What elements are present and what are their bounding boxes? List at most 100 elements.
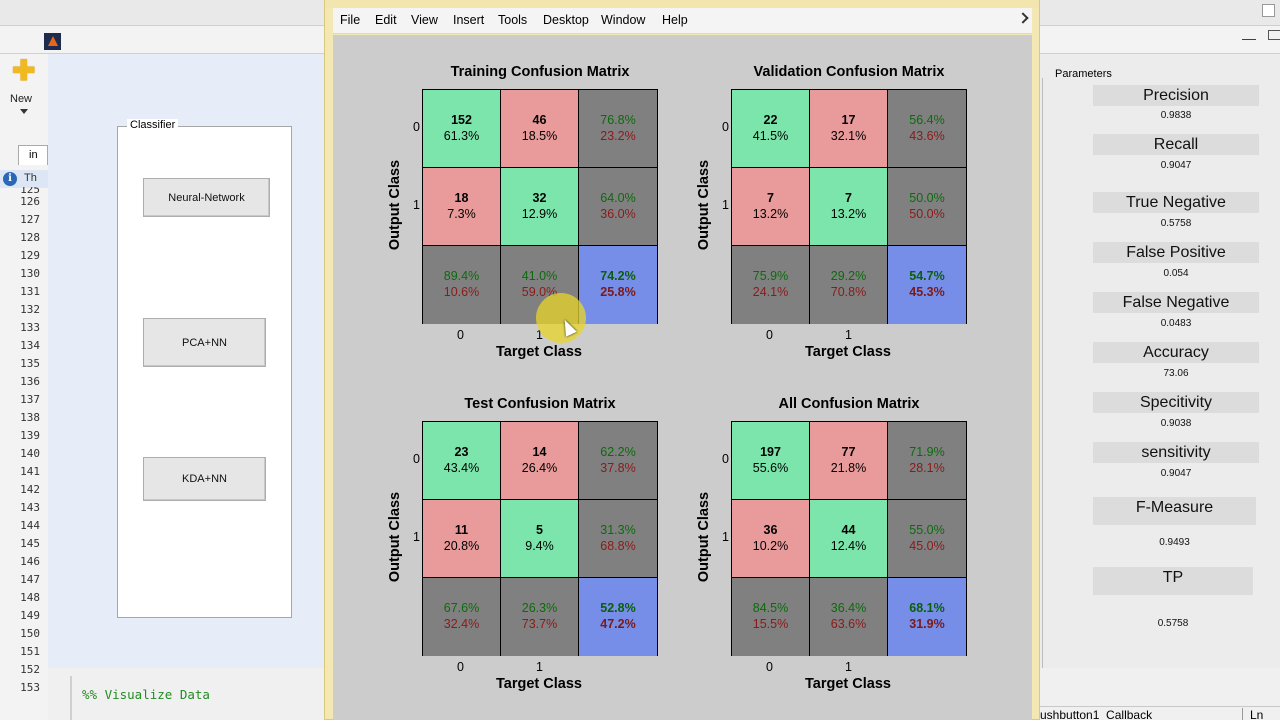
menu-view[interactable]: View (411, 13, 438, 27)
new-button[interactable]: ✚ New (4, 55, 40, 120)
cell-secondary-value: 45.3% (909, 285, 945, 299)
x-tick-label: 0 (766, 328, 773, 342)
line-number: 150 (20, 627, 40, 640)
cell-secondary-value: 13.2% (752, 207, 789, 221)
cell-secondary-value: 18.5% (521, 129, 558, 143)
y-axis-label: Output Class (387, 491, 403, 583)
line-number: 134 (20, 339, 40, 352)
new-label: New (10, 93, 33, 105)
all-confusion-matrix: 197 55.6% 77 21.8% 71.9% 28.1% 36 10.2% 44 12.4% 5… (731, 421, 967, 656)
line-number: 141 (20, 465, 40, 478)
y-tick-label: 1 (722, 198, 729, 212)
line-number: 133 (20, 321, 40, 334)
cell-primary-value: 84.5% (752, 601, 789, 615)
cell-primary-value: 36.4% (830, 601, 867, 615)
x-tick-label: 1 (845, 660, 852, 674)
cell-primary-value: 11 (454, 523, 469, 537)
cell-secondary-value: 45.0% (909, 539, 945, 553)
matrix-cell: 29.2% 70.8% (810, 246, 888, 324)
menu-desktop[interactable]: Desktop (543, 13, 589, 27)
matrix-cell: 7 13.2% (810, 168, 888, 246)
x-tick-label: 0 (457, 660, 464, 674)
line-number: 143 (20, 501, 40, 514)
cell-secondary-value: 21.8% (830, 461, 867, 475)
test-confusion-matrix: 23 43.4% 14 26.4% 62.2% 37.8% 11 20.8% 5 9.4% 31.3… (422, 421, 658, 656)
pca-nn-button[interactable]: PCA+NN (143, 318, 266, 367)
window-control-icon[interactable] (1262, 4, 1275, 17)
cell-primary-value: 31.3% (600, 523, 636, 537)
info-icon: i (3, 172, 17, 186)
param-label-accuracy: Accuracy (1093, 342, 1259, 363)
line-number: 140 (20, 447, 40, 460)
cell-primary-value: 5 (536, 523, 543, 537)
info-bar: i Th (0, 170, 48, 188)
matrix-cell: 18 7.3% (423, 168, 501, 246)
menu-help[interactable]: Help (662, 13, 688, 27)
cell-secondary-value: 37.8% (600, 461, 636, 475)
cell-secondary-value: 23.2% (600, 129, 636, 143)
y-axis-label: Output Class (696, 491, 712, 583)
cell-primary-value: 76.8% (600, 113, 636, 127)
line-number: 129 (20, 249, 40, 262)
cell-secondary-value: 26.4% (521, 461, 558, 475)
cell-secondary-value: 55.6% (752, 461, 789, 475)
chevron-down-icon[interactable] (20, 109, 28, 114)
line-number: 139 (20, 429, 40, 442)
param-value-false-negative: 0.0483 (1160, 318, 1192, 329)
matrix-cell: 5 9.4% (501, 500, 579, 578)
y-tick-label: 1 (722, 530, 729, 544)
all-matrix-title: All Confusion Matrix (778, 396, 920, 412)
classifier-panel-title: Classifier (127, 119, 179, 131)
editor-tab[interactable]: in (18, 145, 48, 165)
y-axis-label: Output Class (696, 159, 712, 251)
cell-primary-value: 74.2% (600, 269, 636, 283)
param-value-recall: 0.9047 (1160, 160, 1192, 171)
cell-primary-value: 55.0% (909, 523, 945, 537)
cell-primary-value: 77 (841, 445, 856, 459)
cell-secondary-value: 32.1% (830, 129, 867, 143)
cell-secondary-value: 61.3% (443, 129, 480, 143)
line-number: 146 (20, 555, 40, 568)
cell-primary-value: 152 (451, 113, 472, 127)
cell-secondary-value: 50.0% (909, 207, 945, 221)
menu-edit[interactable]: Edit (375, 13, 397, 27)
cell-primary-value: 29.2% (830, 269, 867, 283)
code-line[interactable]: %% Visualize Data (82, 687, 210, 702)
param-label-recall: Recall (1093, 134, 1259, 155)
menu-window[interactable]: Window (601, 13, 646, 27)
cell-secondary-value: 43.4% (443, 461, 480, 475)
status-line-label: Ln (1250, 708, 1264, 720)
line-number: 131 (20, 285, 40, 298)
line-number: 152 (20, 663, 40, 676)
cell-secondary-value: 15.5% (752, 617, 789, 631)
cell-secondary-value: 13.2% (830, 207, 867, 221)
plus-icon: ✚ (12, 55, 36, 86)
cell-primary-value: 56.4% (909, 113, 945, 127)
matrix-cell: 152 61.3% (423, 90, 501, 168)
line-number: 145 (20, 537, 40, 550)
param-value-false-positive: 0.054 (1163, 268, 1189, 279)
menu-insert[interactable]: Insert (453, 13, 485, 27)
minimize-icon[interactable]: — (1242, 30, 1256, 46)
line-number: 144 (20, 519, 40, 532)
x-tick-label: 1 (536, 660, 543, 674)
cell-secondary-value: 10.6% (443, 285, 480, 299)
matrix-cell: 75.9% 24.1% (732, 246, 810, 324)
menu-file[interactable]: File (340, 13, 361, 27)
neural-network-button[interactable]: Neural-Network (143, 178, 270, 217)
status-callback-name: ushbutton1_Callback (1040, 708, 1153, 720)
maximize-icon[interactable] (1268, 30, 1280, 40)
x-axis-label: Target Class (496, 676, 582, 692)
cell-secondary-value: 12.9% (521, 207, 558, 221)
matrix-cell: 52.8% 47.2% (579, 578, 657, 656)
editor-left-strip (0, 26, 48, 720)
line-number: 148 (20, 591, 40, 604)
menu-tools[interactable]: Tools (498, 13, 528, 27)
cell-primary-value: 64.0% (600, 191, 636, 205)
cell-secondary-value: 43.6% (909, 129, 945, 143)
kda-nn-button[interactable]: KDA+NN (143, 457, 266, 501)
info-text: Th (24, 172, 37, 184)
param-label-sensitivity: sensitivity (1093, 442, 1259, 463)
line-number: 126 (20, 195, 40, 208)
cell-secondary-value: 32.4% (443, 617, 480, 631)
